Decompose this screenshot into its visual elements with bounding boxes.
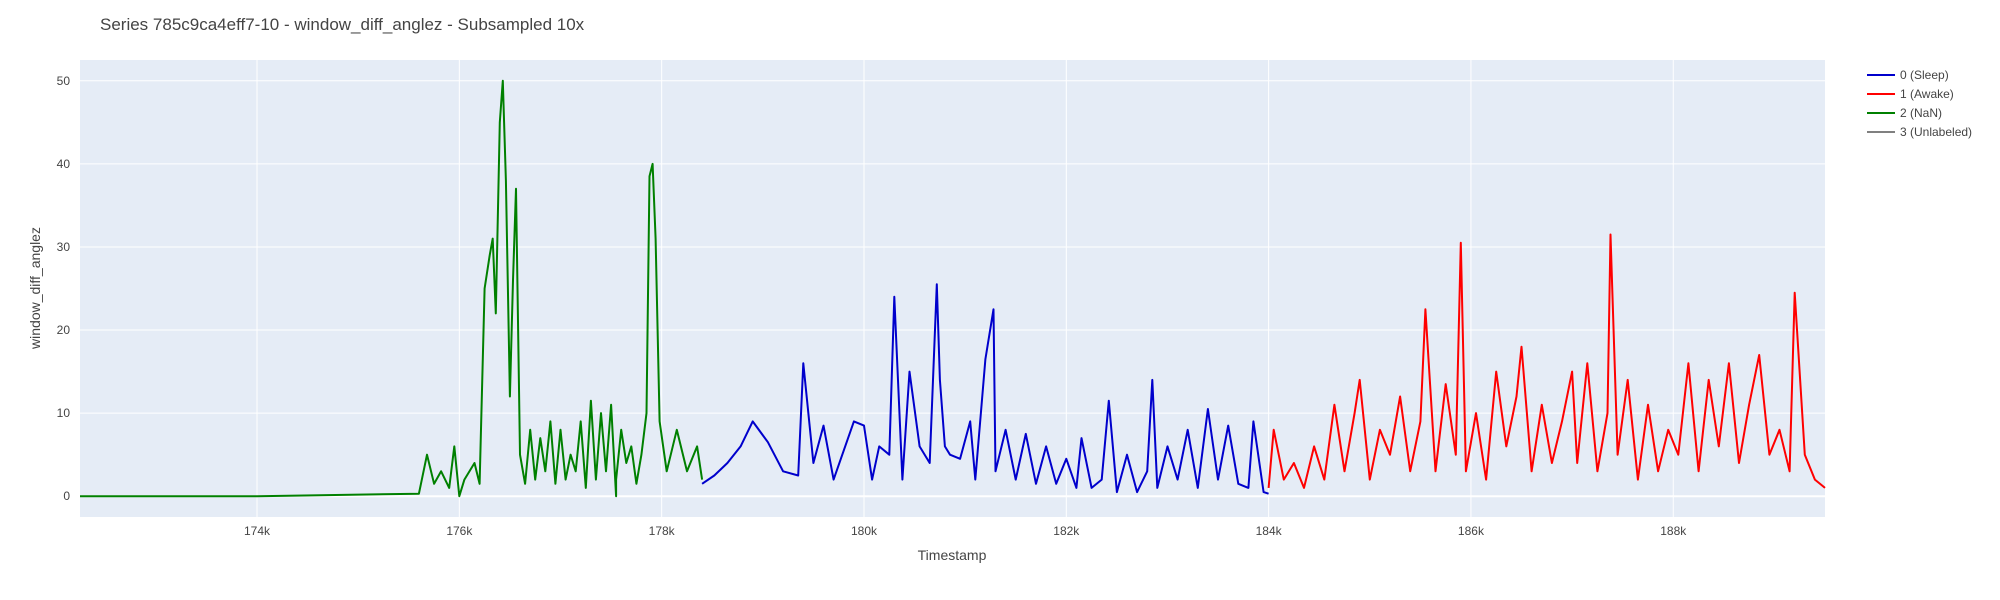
legend-label: 0 (Sleep)	[1900, 68, 1949, 82]
x-tick-label: 186k	[1458, 524, 1485, 538]
x-tick-label: 182k	[1053, 524, 1080, 538]
y-tick-label: 30	[57, 240, 71, 254]
x-axis-title: Timestamp	[918, 547, 987, 563]
series-line-1	[1267, 233, 1826, 489]
legend-label: 1 (Awake)	[1900, 87, 1954, 101]
x-tick-label: 188k	[1660, 524, 1687, 538]
y-tick-label: 0	[63, 489, 70, 503]
x-tick-label: 176k	[446, 524, 473, 538]
y-axis-title: window_diff_anglez	[27, 227, 43, 350]
series-lines	[80, 79, 1826, 498]
y-tick-label: 50	[57, 74, 71, 88]
y-tick-label: 10	[57, 406, 71, 420]
series-line-0	[701, 283, 1269, 495]
x-tick-label: 184k	[1256, 524, 1283, 538]
series-line-2	[80, 79, 704, 498]
x-tick-label: 178k	[649, 524, 676, 538]
x-tick-label: 174k	[244, 524, 271, 538]
plot-background	[80, 60, 1825, 517]
y-tick-label: 40	[57, 157, 71, 171]
legend: 0 (Sleep) 1 (Awake) 2 (NaN) 3 (Unlabeled)	[1867, 68, 1972, 139]
y-axis-ticks: 0 10 20 30 40 50	[57, 74, 71, 503]
x-axis-ticks: 174k 176k 178k 180k 182k 184k 186k 188k	[244, 524, 1687, 538]
y-tick-label: 20	[57, 323, 71, 337]
legend-label: 3 (Unlabeled)	[1900, 125, 1972, 139]
chart-title: Series 785c9ca4eff7-10 - window_diff_ang…	[100, 15, 585, 34]
x-tick-label: 180k	[851, 524, 878, 538]
legend-label: 2 (NaN)	[1900, 106, 1942, 120]
